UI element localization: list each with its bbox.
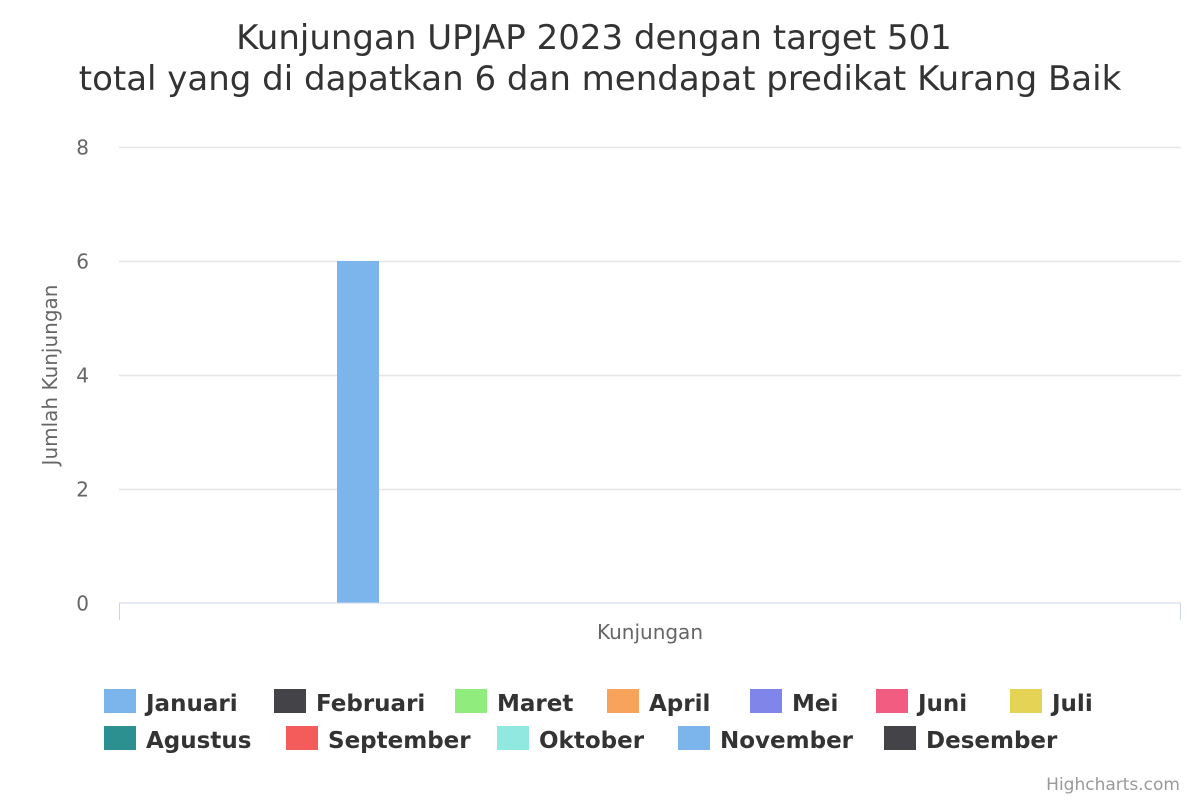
legend-item-februari[interactable]: Februari xyxy=(274,689,425,717)
legend-item-desember[interactable]: Desember xyxy=(884,726,1058,754)
chart-title-line-2: total yang di dapatkan 6 dan mendapat pr… xyxy=(79,59,1122,99)
legend-item-september[interactable]: September xyxy=(286,726,471,754)
legend-item-juli[interactable]: Juli xyxy=(1010,689,1093,717)
legend-swatch xyxy=(876,689,908,713)
legend-swatch xyxy=(678,726,710,750)
legend-swatch xyxy=(1010,689,1042,713)
legend-swatch xyxy=(286,726,318,750)
legend-label: Agustus xyxy=(146,728,251,754)
gridlines xyxy=(119,146,1181,491)
legend-label: September xyxy=(328,728,471,754)
legend-swatch xyxy=(274,689,306,713)
legend-label: Februari xyxy=(316,691,425,717)
legend-item-januari[interactable]: Januari xyxy=(104,689,238,717)
legend-label: Juli xyxy=(1050,691,1093,717)
legend-swatch xyxy=(497,726,529,750)
legend: Januari Februari Maret April Mei Juni Juli Agus… xyxy=(104,689,1093,754)
legend-swatch xyxy=(104,726,136,750)
legend-swatch xyxy=(750,689,782,713)
y-tick-label: 8 xyxy=(76,136,89,160)
legend-label: Mei xyxy=(792,691,838,717)
legend-label: November xyxy=(720,728,854,754)
legend-item-april[interactable]: April xyxy=(607,689,710,717)
y-tick-label: 0 xyxy=(76,592,89,616)
legend-label: Maret xyxy=(497,691,573,717)
bar-januari[interactable] xyxy=(337,261,379,603)
bar-series xyxy=(337,261,379,603)
chart-title-line-1: Kunjungan UPJAP 2023 dengan target 501 xyxy=(236,18,952,58)
legend-swatch xyxy=(104,689,136,713)
legend-item-maret[interactable]: Maret xyxy=(455,689,573,717)
legend-item-november[interactable]: November xyxy=(678,726,854,754)
x-axis-category-label: Kunjungan xyxy=(597,620,703,644)
y-tick-label: 6 xyxy=(76,250,89,274)
legend-swatch xyxy=(455,689,487,713)
y-axis-title: Jumlah Kunjungan xyxy=(38,285,62,468)
y-tick-label: 2 xyxy=(76,478,89,502)
legend-item-juni[interactable]: Juni xyxy=(876,689,967,717)
legend-label: Januari xyxy=(144,691,238,717)
y-tick-label: 4 xyxy=(76,364,89,388)
legend-label: April xyxy=(649,691,710,717)
legend-swatch xyxy=(884,726,916,750)
y-axis-ticks: 0 2 4 6 8 xyxy=(76,136,89,616)
legend-swatch xyxy=(607,689,639,713)
legend-item-oktober[interactable]: Oktober xyxy=(497,726,645,754)
legend-label: Juni xyxy=(916,691,967,717)
credits-link[interactable]: Highcharts.com xyxy=(1046,775,1180,795)
legend-item-mei[interactable]: Mei xyxy=(750,689,838,717)
legend-item-agustus[interactable]: Agustus xyxy=(104,726,251,754)
legend-label: Oktober xyxy=(539,728,645,754)
legend-label: Desember xyxy=(926,728,1058,754)
